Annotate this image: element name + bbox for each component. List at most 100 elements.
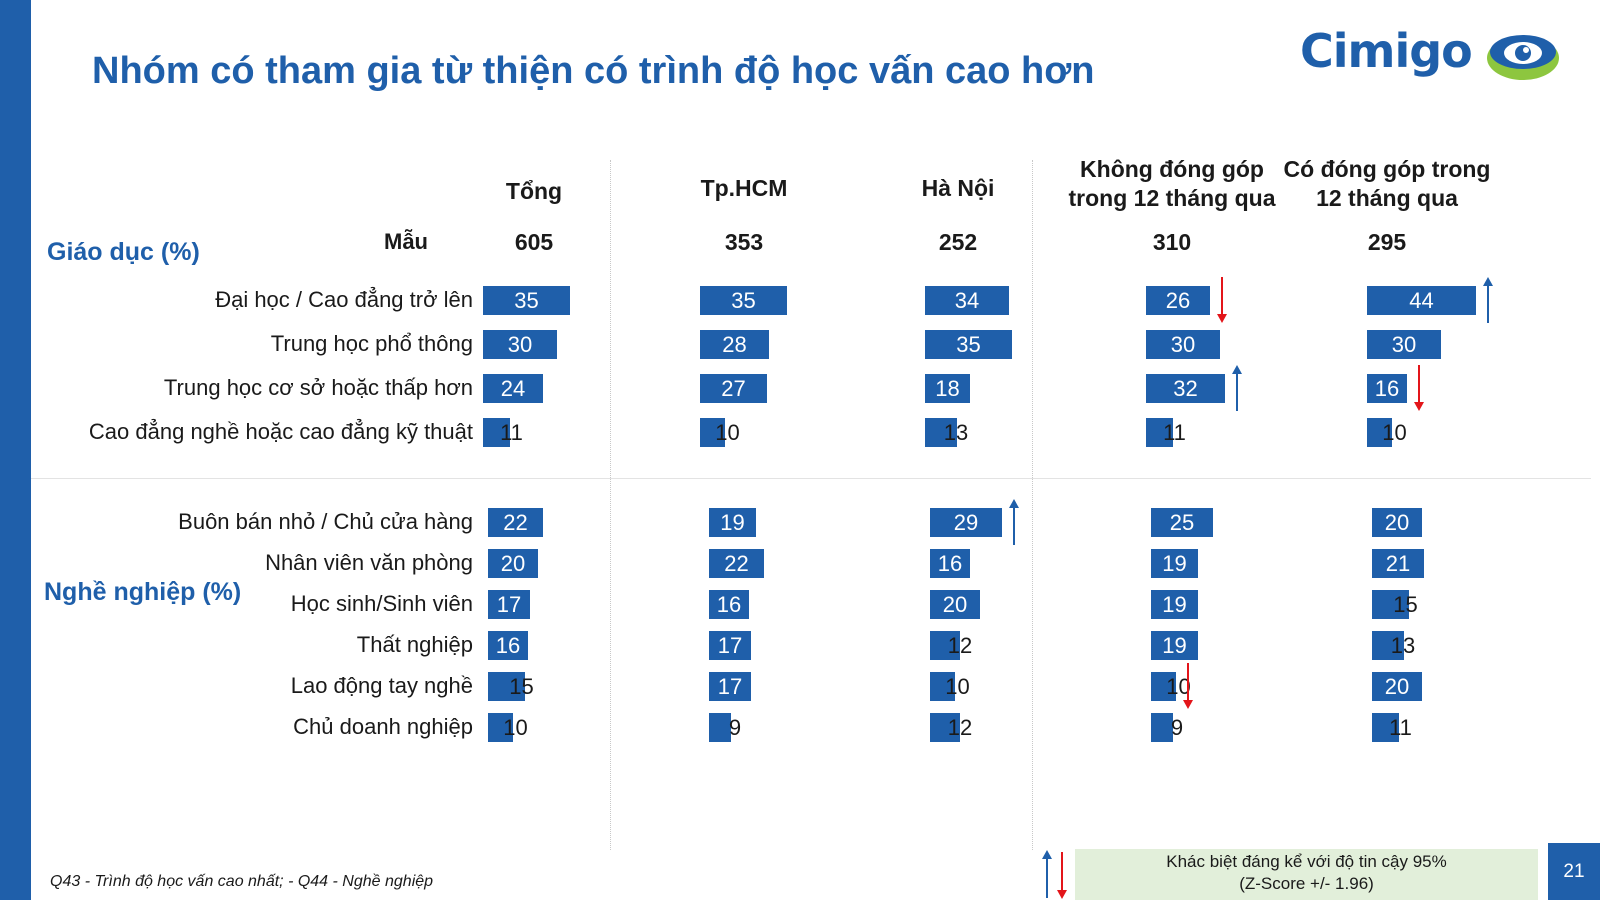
data-bar: [488, 549, 538, 578]
row-label: Học sinh/Sinh viên: [290, 591, 473, 616]
data-label: 12: [947, 715, 973, 740]
data-bar: [488, 672, 525, 701]
data-bar: [709, 672, 751, 701]
row-label: Cao đẳng nghề hoặc cao đẳng kỹ thuật: [88, 419, 473, 444]
column-divider: [610, 160, 611, 850]
data-bar: [488, 631, 528, 660]
data-label: 10: [1166, 674, 1191, 699]
data-label: 19: [720, 510, 745, 535]
data-bar: [930, 549, 970, 578]
data-label: 11: [500, 420, 523, 445]
data-label: 35: [514, 288, 539, 313]
row-label: Nhân viên văn phòng: [265, 550, 473, 575]
data-bar: [1372, 590, 1409, 619]
data-label: 13: [1390, 633, 1416, 658]
data-bar: [1372, 672, 1422, 701]
section-divider: [31, 478, 1591, 479]
data-bar: [483, 286, 570, 315]
data-bar: [709, 590, 749, 619]
data-bar: [1151, 672, 1176, 701]
data-bar: [1146, 330, 1220, 359]
data-bar: [930, 713, 960, 742]
data-bar: [709, 631, 751, 660]
data-bar: [1372, 631, 1404, 660]
data-label: 24: [500, 376, 526, 401]
data-label: 35: [956, 332, 981, 357]
column-header-total: Tổng: [505, 178, 563, 204]
data-label: 10: [945, 674, 970, 699]
data-bar: [700, 286, 787, 315]
page-number: 21: [1548, 843, 1600, 900]
data-label: 11: [1389, 715, 1412, 740]
data-bar: [1367, 286, 1476, 315]
data-bar: [1372, 713, 1399, 742]
row-label: Trung học cơ sở hoặc thấp hơn: [163, 375, 473, 400]
row-label: Buôn bán nhỏ / Chủ cửa hàng: [178, 509, 473, 534]
data-label: 30: [507, 332, 533, 357]
sample-size-hanoi: 252: [938, 229, 978, 255]
data-label: 10: [715, 420, 740, 445]
data-label: 28: [722, 332, 747, 357]
left-accent-bar: [0, 0, 31, 900]
data-label: 29: [953, 510, 979, 535]
data-label: 30: [1391, 332, 1417, 357]
data-label: 16: [937, 551, 963, 576]
data-label: 12: [947, 633, 973, 658]
data-label: 17: [717, 633, 743, 658]
data-label: 17: [496, 592, 522, 617]
data-bar: [1146, 374, 1225, 403]
significant-down-arrow-icon: [1217, 277, 1227, 323]
data-label: 34: [954, 288, 980, 313]
data-label: 27: [721, 376, 746, 401]
data-label: 10: [1382, 420, 1407, 445]
data-label: 22: [724, 551, 749, 576]
data-bar: [1367, 330, 1441, 359]
sample-size-total: 605: [514, 229, 554, 255]
data-bar: [1146, 286, 1210, 315]
data-bar: [1367, 374, 1407, 403]
data-bar: [483, 330, 557, 359]
data-label: 35: [731, 288, 756, 313]
data-bar: [709, 549, 764, 578]
data-bar: [1151, 508, 1213, 537]
column-divider: [1032, 160, 1033, 850]
cimigo-logo: Cimigo: [1300, 22, 1570, 92]
column-header-contribution: Có đóng góp trong 12 tháng qua: [1283, 156, 1491, 211]
data-label: 15: [509, 674, 534, 699]
significant-up-arrow-icon: [1483, 277, 1493, 323]
data-label: 13: [943, 420, 969, 445]
logo-text: Cimigo: [1300, 24, 1473, 78]
significant-down-arrow-icon: [1183, 663, 1193, 709]
significance-legend: Khác biệt đáng kể với độ tin cậy 95% (Z-…: [1075, 849, 1538, 900]
data-label: 19: [1162, 592, 1187, 617]
data-label: 25: [1169, 510, 1195, 535]
sample-size-contribution: 295: [1367, 229, 1407, 255]
data-bar: [488, 508, 543, 537]
data-label: 20: [500, 551, 526, 576]
data-label: 20: [1384, 510, 1410, 535]
section-title: Giáo dục (%): [47, 238, 200, 266]
data-label: 22: [503, 510, 528, 535]
column-header-hanoi: Hà Nội: [921, 175, 995, 201]
data-bar: [1151, 631, 1198, 660]
data-label: 30: [1170, 332, 1196, 357]
data-label: 19: [1162, 551, 1187, 576]
sample-label: Mẫu: [384, 229, 428, 254]
data-label: 21: [1385, 551, 1411, 576]
data-bar: [1372, 508, 1422, 537]
legend-line-1: Khác biệt đáng kể với độ tin cậy 95%: [1166, 852, 1447, 871]
data-bar: [1151, 549, 1198, 578]
data-bar: [709, 508, 756, 537]
eye-logo-icon: [1487, 35, 1559, 80]
significance-arrows-icon: [1042, 850, 1067, 899]
data-label: 17: [717, 674, 743, 699]
column-header-hcm: Tp.HCM: [700, 175, 788, 201]
data-bar: [925, 418, 957, 447]
data-bar: [930, 508, 1002, 537]
data-bar: [700, 330, 769, 359]
data-label: 11: [1163, 420, 1186, 445]
data-bar: [709, 713, 731, 742]
significant-up-arrow-icon: [1009, 499, 1019, 545]
row-label: Lao động tay nghề: [290, 673, 473, 698]
column-header-no-contribution: Không đóng góp trong 12 tháng qua: [1068, 156, 1276, 211]
